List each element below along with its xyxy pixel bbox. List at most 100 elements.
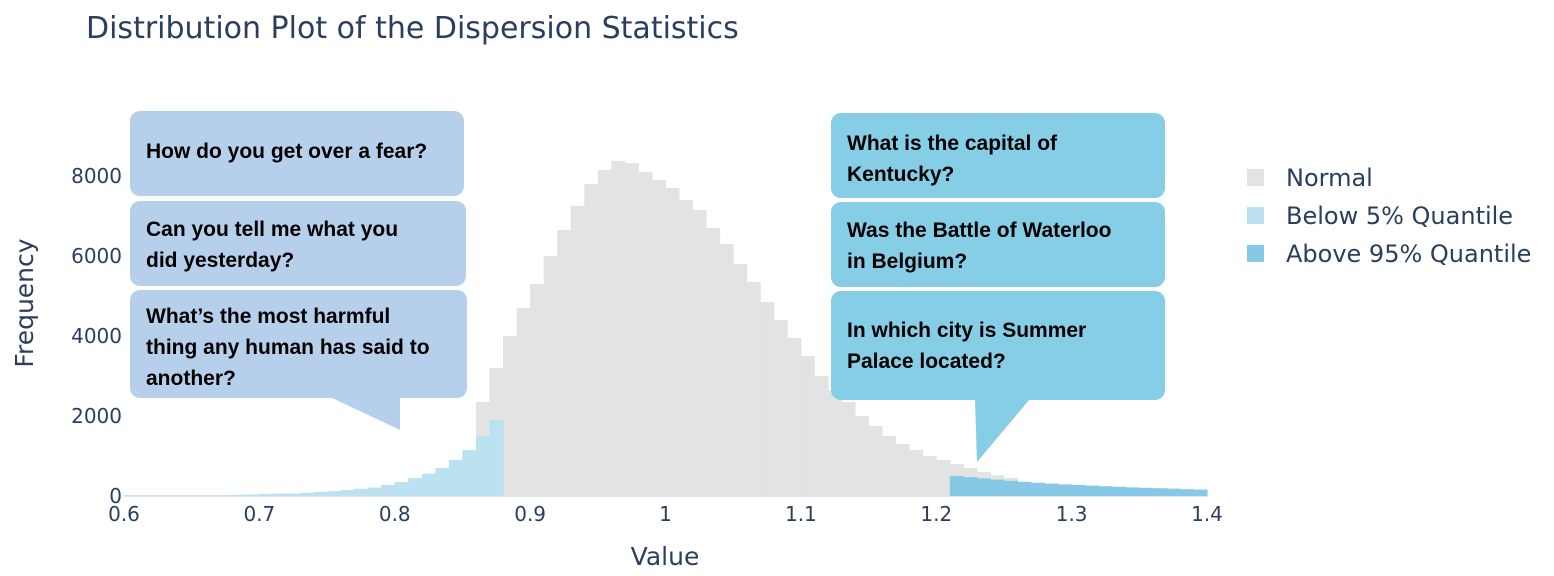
histogram-bar-series-1[interactable] (245, 494, 260, 496)
histogram-bar-series-1[interactable] (462, 450, 477, 496)
histogram-bar-series-1[interactable] (178, 495, 193, 496)
histogram-bar-series-0[interactable] (814, 376, 829, 496)
histogram-bar-series-0[interactable] (895, 444, 910, 496)
histogram-bar-series-1[interactable] (394, 482, 409, 496)
histogram-bar-series-0[interactable] (530, 284, 545, 496)
legend-label-below[interactable]: Below 5% Quantile (1286, 202, 1513, 230)
histogram-bar-series-0[interactable] (503, 336, 518, 496)
histogram-bar-series-2[interactable] (976, 478, 991, 496)
histogram-bar-series-1[interactable] (408, 478, 423, 496)
histogram-bar-series-2[interactable] (1017, 481, 1032, 496)
histogram-bar-series-0[interactable] (570, 206, 585, 496)
histogram-bar-series-2[interactable] (1139, 487, 1154, 496)
histogram-bar-series-2[interactable] (1071, 485, 1086, 496)
histogram-bar-series-0[interactable] (692, 210, 707, 496)
y-axis-title: Frequency (10, 238, 39, 367)
callout-left-pointer (330, 397, 400, 430)
legend-label-normal[interactable]: Normal (1286, 164, 1373, 192)
legend-label-above[interactable]: Above 95% Quantile (1286, 240, 1531, 268)
histogram-bar-series-0[interactable] (922, 456, 937, 496)
histogram-bar-series-1[interactable] (475, 436, 491, 496)
histogram-bar-series-0[interactable] (936, 460, 951, 496)
callout-left-box-3 (130, 290, 467, 398)
histogram-bar-series-1[interactable] (340, 490, 355, 496)
histogram-bar-series-1[interactable] (448, 460, 463, 496)
histogram-bar-series-2[interactable] (1085, 485, 1100, 496)
histogram-bar-series-2[interactable] (963, 477, 978, 496)
histogram-bar-series-0[interactable] (597, 170, 612, 496)
histogram-bar-series-1[interactable] (191, 495, 206, 496)
histogram-bar-series-1[interactable] (421, 473, 436, 496)
callout-left-text-1: How do you get over a fear? (146, 140, 427, 163)
histogram-bar-series-0[interactable] (855, 416, 870, 496)
histogram-bar-series-2[interactable] (1098, 486, 1113, 496)
histogram-bar-series-1[interactable] (489, 420, 504, 496)
x-axis-title: Value (631, 542, 700, 571)
callout-right-group: What is the capital of Kentucky? Was the… (831, 113, 1165, 462)
histogram-bar-series-0[interactable] (827, 390, 842, 496)
histogram-bar-series-0[interactable] (868, 426, 883, 496)
histogram-bar-series-0[interactable] (679, 200, 694, 496)
histogram-bar-series-2[interactable] (1112, 486, 1127, 496)
histogram-bar-series-1[interactable] (137, 495, 152, 496)
histogram-bar-series-1[interactable] (367, 487, 382, 496)
histogram-bar-series-1[interactable] (218, 495, 233, 496)
legend-swatch-below[interactable] (1247, 207, 1264, 224)
histogram-bar-series-2[interactable] (1193, 489, 1208, 496)
histogram-bar-series-0[interactable] (543, 256, 558, 496)
histogram-bar-series-0[interactable] (882, 436, 897, 496)
histogram-bar-series-1[interactable] (286, 493, 301, 496)
legend: Normal Below 5% Quantile Above 95% Quant… (1247, 164, 1531, 268)
histogram-bar-series-1[interactable] (435, 468, 450, 496)
x-tick-label: 1.1 (785, 502, 817, 526)
histogram-bar-series-0[interactable] (584, 184, 599, 496)
histogram-bar-series-1[interactable] (205, 495, 220, 496)
histogram-bar-series-1[interactable] (354, 488, 369, 496)
histogram-bar-series-2[interactable] (1031, 482, 1046, 496)
histogram-bar-series-2[interactable] (990, 479, 1005, 496)
histogram-bar-series-1[interactable] (124, 495, 139, 496)
histogram-bar-series-2[interactable] (1179, 489, 1194, 496)
histogram-bar-series-2[interactable] (949, 476, 964, 496)
histogram-bar-series-0[interactable] (773, 320, 788, 496)
histogram-bar-series-1[interactable] (272, 493, 287, 496)
histogram-bar-series-2[interactable] (1044, 483, 1059, 496)
histogram-bar-series-0[interactable] (909, 450, 924, 496)
histogram-bar-series-1[interactable] (299, 492, 315, 496)
histogram-bar-series-2[interactable] (1125, 487, 1140, 496)
legend-swatch-above[interactable] (1247, 245, 1264, 262)
histogram-bar-series-0[interactable] (787, 338, 802, 496)
histogram-bar-series-0[interactable] (516, 308, 531, 496)
x-tick-label: 1 (659, 502, 672, 526)
histogram-bar-series-2[interactable] (1058, 484, 1073, 496)
histogram-bar-series-0[interactable] (665, 188, 680, 496)
histogram-bar-series-2[interactable] (1152, 488, 1167, 496)
y-tick-labels: 0 2000 4000 6000 8000 (71, 164, 122, 508)
histogram-bar-series-0[interactable] (624, 163, 639, 496)
histogram-bar-series-0[interactable] (841, 402, 856, 496)
histogram-bar-series-0[interactable] (760, 302, 775, 496)
histogram-bar-series-1[interactable] (164, 495, 179, 496)
histogram-bar-series-2[interactable] (1003, 480, 1018, 496)
histogram-bar-series-2[interactable] (1166, 488, 1181, 496)
x-tick-labels: 0.6 0.7 0.8 0.9 1 1.1 1.2 1.3 1.4 (108, 502, 1223, 526)
histogram-bar-series-0[interactable] (638, 172, 653, 496)
histogram-bar-series-0[interactable] (706, 228, 721, 496)
histogram-bar-series-1[interactable] (381, 484, 396, 496)
histogram-bar-series-0[interactable] (746, 282, 761, 496)
callout-left-group: How do you get over a fear? Can you tell… (130, 111, 467, 430)
histogram-bar-series-0[interactable] (719, 244, 734, 496)
histogram-bar-series-0[interactable] (800, 356, 815, 496)
histogram-bar-series-1[interactable] (313, 492, 328, 496)
histogram-bar-series-1[interactable] (327, 491, 342, 496)
histogram-bar-series-0[interactable] (611, 160, 626, 497)
histogram-bar-series-0[interactable] (651, 180, 666, 496)
histogram-bar-series-0[interactable] (733, 264, 748, 496)
callout-right-text-2: Was the Battle of Waterloo in Belgium? (847, 219, 1117, 273)
histogram-bar-series-1[interactable] (151, 495, 166, 496)
histogram-bar-series-1[interactable] (232, 494, 247, 496)
histogram-bar-series-0[interactable] (557, 230, 572, 496)
histogram-bar-series-1[interactable] (259, 494, 274, 496)
legend-swatch-normal[interactable] (1247, 169, 1264, 186)
